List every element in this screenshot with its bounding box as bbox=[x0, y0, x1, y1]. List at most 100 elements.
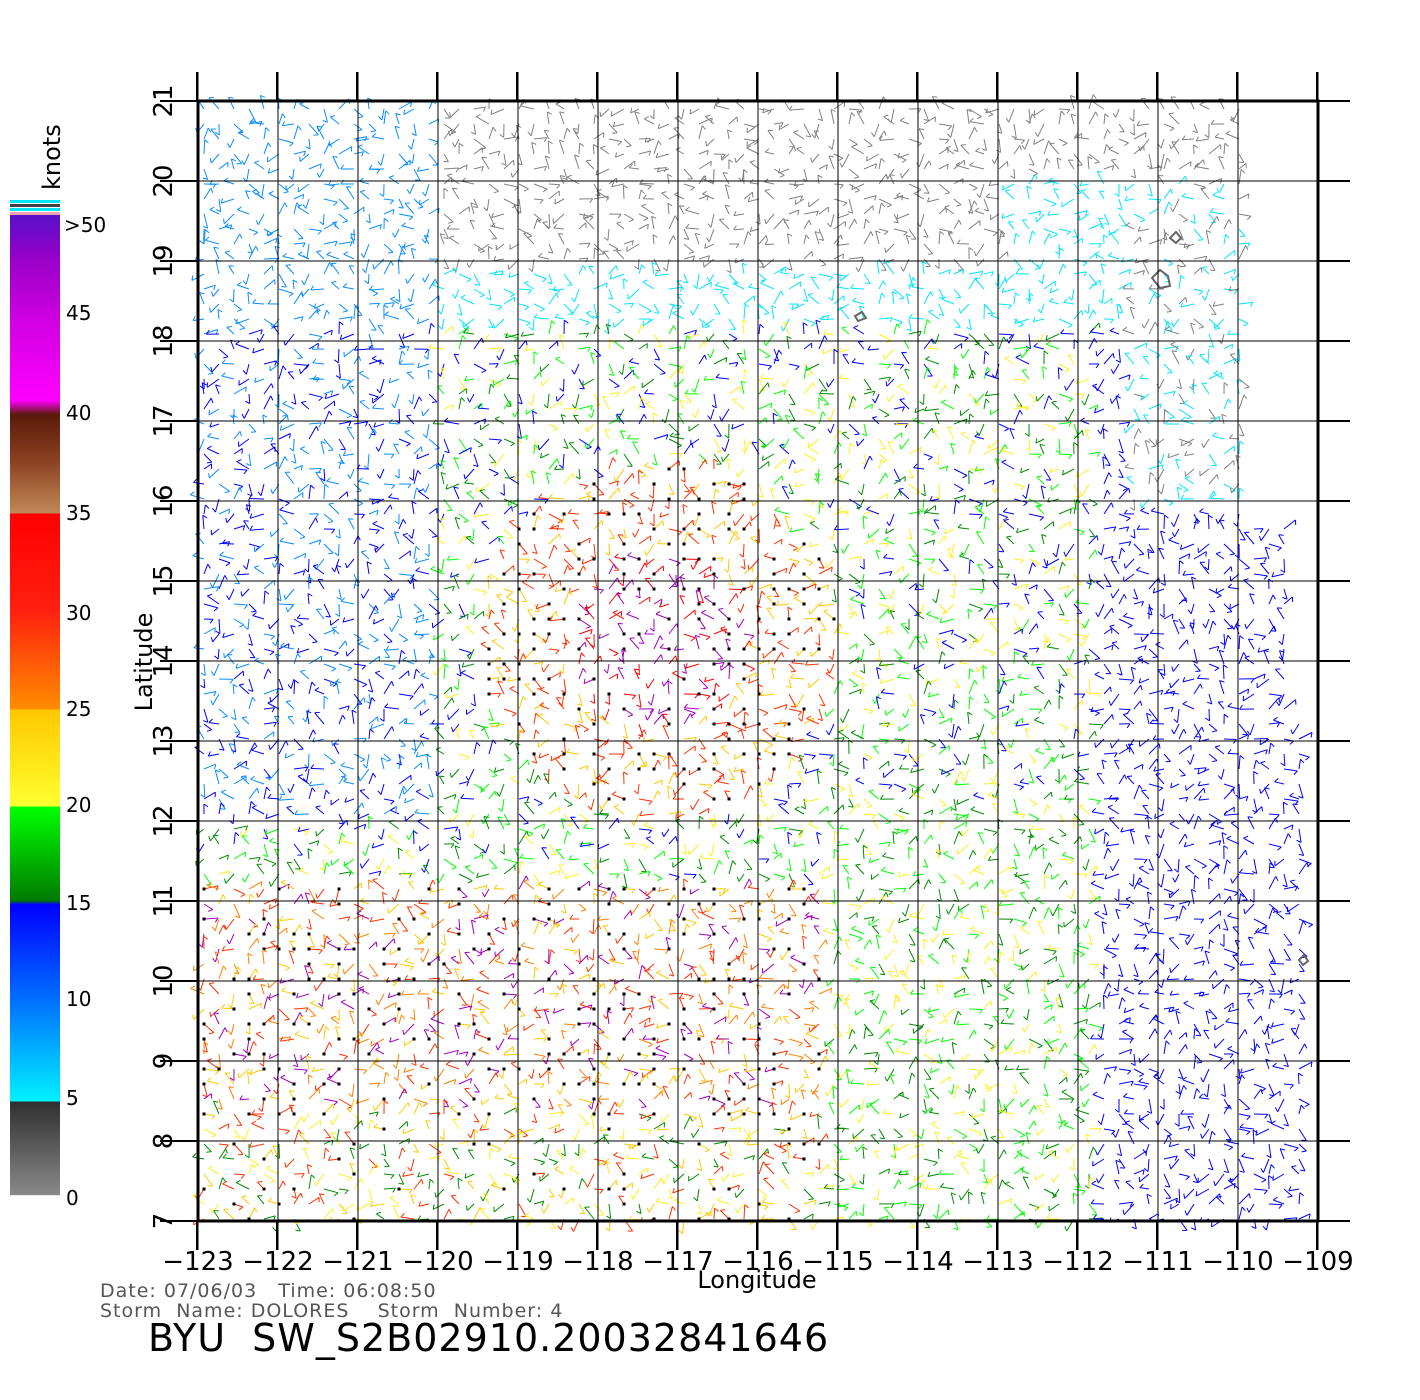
wind-barb-tick bbox=[1229, 487, 1232, 493]
wind-barb-tick bbox=[956, 239, 961, 244]
wind-barb-tick bbox=[963, 337, 969, 342]
wind-barb-tick bbox=[728, 159, 734, 163]
wind-barb-tick bbox=[880, 202, 885, 208]
wind-barb-tick bbox=[899, 297, 905, 300]
wind-barb-tick bbox=[331, 280, 337, 283]
wind-barb-tick bbox=[590, 405, 593, 411]
wind-barb bbox=[818, 164, 828, 170]
wind-barb-tick bbox=[740, 565, 746, 570]
wind-barb bbox=[608, 564, 615, 575]
wind-barb bbox=[238, 132, 250, 140]
wind-barb bbox=[403, 243, 415, 248]
wind-barb bbox=[780, 272, 790, 275]
wind-barb bbox=[1194, 166, 1210, 170]
wind-barb bbox=[669, 435, 685, 440]
wind-barb bbox=[889, 610, 895, 620]
wind-barb bbox=[315, 558, 325, 570]
wind-barb bbox=[308, 123, 319, 136]
wind-barb-tick bbox=[394, 125, 400, 129]
wind-barb bbox=[1043, 140, 1050, 155]
wind-barb bbox=[555, 316, 565, 320]
wind-barb bbox=[988, 438, 1000, 450]
wind-barb-tick bbox=[598, 475, 604, 479]
wind-barb-tick bbox=[239, 431, 242, 437]
wind-barb bbox=[249, 528, 265, 531]
wind-barb-tick bbox=[207, 127, 212, 133]
wind-barb bbox=[263, 556, 278, 560]
wind-barb-tick bbox=[1194, 162, 1199, 167]
wind-barb bbox=[985, 108, 1000, 114]
wind-barb bbox=[428, 588, 440, 600]
wind-barb-tick bbox=[411, 133, 417, 137]
wind-barb bbox=[282, 123, 295, 127]
wind-barb bbox=[207, 595, 220, 605]
rain-flag-dot bbox=[742, 497, 746, 501]
wind-barb bbox=[818, 393, 830, 405]
wind-barb-tick bbox=[274, 279, 276, 285]
wind-barb-tick bbox=[872, 398, 876, 404]
wind-barb bbox=[702, 318, 715, 328]
wind-barb-tick bbox=[553, 544, 558, 550]
wind-barb-tick bbox=[620, 430, 626, 433]
wind-barb-tick bbox=[1069, 508, 1072, 514]
wind-barb bbox=[1139, 377, 1150, 380]
rain-flag-dot bbox=[532, 617, 536, 621]
wind-barb-tick bbox=[892, 291, 898, 295]
wind-barb bbox=[655, 153, 670, 159]
wind-barb bbox=[623, 528, 627, 539]
wind-barb bbox=[278, 273, 287, 288]
wind-barb bbox=[586, 603, 595, 611]
wind-barb-tick bbox=[227, 143, 231, 149]
wind-barb-tick bbox=[388, 493, 393, 498]
wind-barb-tick bbox=[655, 269, 661, 272]
wind-barb-tick bbox=[1066, 585, 1070, 591]
wind-barb bbox=[1079, 213, 1090, 221]
wind-barb-tick bbox=[316, 377, 320, 383]
wind-barb bbox=[642, 281, 655, 290]
wind-barb-tick bbox=[617, 577, 620, 583]
wind-barb-tick bbox=[358, 370, 364, 374]
wind-barb-tick bbox=[491, 212, 494, 218]
wind-barb-tick bbox=[360, 189, 366, 193]
wind-barb bbox=[1249, 593, 1255, 605]
wind-barb bbox=[810, 277, 820, 290]
wind-barb bbox=[850, 287, 865, 290]
wind-barb bbox=[338, 378, 351, 381]
wind-barb-tick bbox=[384, 311, 390, 316]
wind-barb-tick bbox=[537, 252, 543, 257]
wind-barb bbox=[383, 302, 395, 305]
wind-barb-tick bbox=[1068, 454, 1073, 460]
wind-barb-tick bbox=[525, 511, 529, 517]
wind-barb-tick bbox=[875, 549, 881, 553]
wind-barb-tick bbox=[1103, 428, 1108, 432]
wind-barb-tick bbox=[389, 199, 394, 205]
wind-barb-tick bbox=[689, 109, 692, 115]
wind-barb-tick bbox=[758, 495, 764, 498]
wind-barb bbox=[398, 101, 412, 110]
wind-barb bbox=[803, 220, 810, 230]
wind-barb-tick bbox=[242, 370, 247, 375]
wind-barb bbox=[609, 273, 625, 280]
wind-barb bbox=[218, 558, 231, 564]
wind-barb bbox=[896, 213, 910, 220]
wind-barb bbox=[762, 258, 775, 269]
wind-barb bbox=[833, 510, 849, 515]
wind-barb-tick bbox=[824, 335, 828, 341]
wind-barb bbox=[668, 303, 682, 307]
wind-barb-tick bbox=[1083, 271, 1087, 277]
wind-barb-tick bbox=[1042, 366, 1048, 370]
wind-barb-tick bbox=[310, 484, 315, 489]
wind-barb-tick bbox=[328, 410, 333, 416]
wind-barb bbox=[293, 528, 306, 538]
wind-barb-tick bbox=[555, 356, 561, 360]
wind-barb bbox=[1163, 188, 1172, 200]
wind-barb-tick bbox=[1184, 450, 1188, 456]
wind-barb-tick bbox=[604, 428, 610, 431]
wind-barb-tick bbox=[923, 235, 929, 238]
wind-barb bbox=[443, 258, 450, 269]
wind-barb-tick bbox=[1265, 546, 1271, 550]
wind-barb bbox=[236, 461, 250, 470]
wind-barb bbox=[453, 457, 460, 470]
wind-barb-tick bbox=[623, 278, 629, 283]
wind-barb-tick bbox=[533, 313, 538, 318]
